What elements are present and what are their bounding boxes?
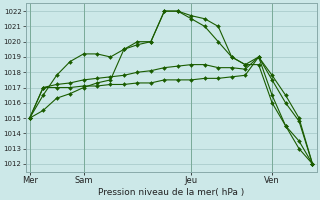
X-axis label: Pression niveau de la mer( hPa ): Pression niveau de la mer( hPa ) <box>98 188 244 197</box>
